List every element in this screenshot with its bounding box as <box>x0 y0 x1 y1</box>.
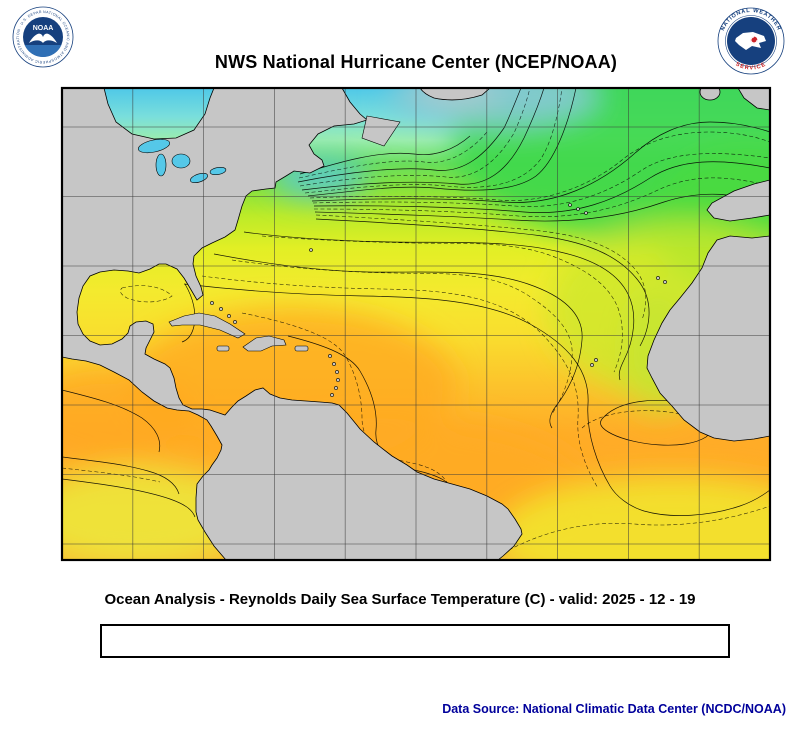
noaa-seagull-icon <box>29 33 57 43</box>
nws-usa-map-icon <box>735 32 766 50</box>
great-lakes <box>137 138 227 184</box>
isotherm-contours-dashed <box>62 88 770 560</box>
page-title: NWS National Hurricane Center (NCEP/NOAA… <box>214 52 618 72</box>
africa-landmass <box>646 235 770 442</box>
newfoundland-island <box>361 115 401 147</box>
noaa-emblem-sea <box>24 45 62 57</box>
cuba-island <box>168 312 246 339</box>
nws-logo: NATIONAL WEATHER SERVICE <box>717 7 785 75</box>
iberia-landmass <box>706 179 770 222</box>
landmasses <box>62 88 770 560</box>
jamaica-island <box>216 345 230 352</box>
noaa-logo: NATIONAL OCEANIC AND ATMOSPHERIC ADMINIS… <box>12 6 74 68</box>
britain-landmass <box>737 88 770 111</box>
puerto-rico-island <box>294 345 309 352</box>
temperature-colorbar <box>100 624 730 658</box>
greenland-tip <box>419 88 491 101</box>
americas-landmass <box>62 88 523 560</box>
map-caption: Ocean Analysis - Reynolds Daily Sea Surf… <box>104 591 696 608</box>
nws-hurricane-icon <box>750 36 758 44</box>
latlon-grid <box>62 88 770 560</box>
hispaniola-island <box>242 335 287 352</box>
ireland-landmass <box>699 88 721 101</box>
map-frame <box>60 86 772 562</box>
small-islands <box>210 203 667 397</box>
nws-ring-text-bottom: SERVICE <box>734 61 767 71</box>
data-source-credit: Data Source: National Climatic Data Cent… <box>442 702 786 716</box>
sst-map <box>60 86 772 562</box>
noaa-logo-text: NOAA <box>33 25 54 32</box>
